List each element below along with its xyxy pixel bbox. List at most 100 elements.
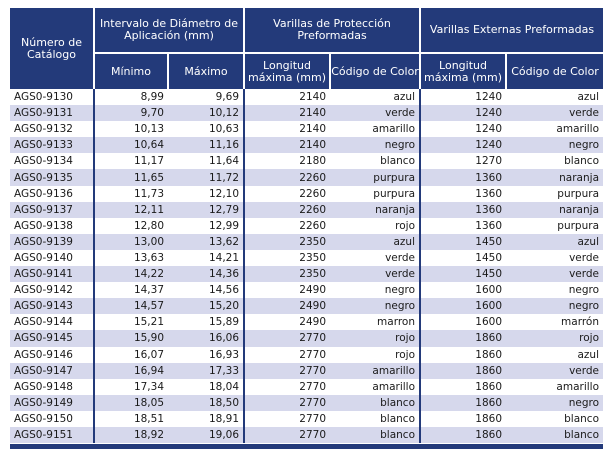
cell-maximum: 11,72	[168, 169, 246, 186]
cell-catalog: AGS0-9144	[10, 314, 95, 331]
table-row: AGS0-9134 11,17 11,64 2180 blanco 1270 blanco	[10, 153, 604, 170]
cell-external-length: 1860	[420, 346, 507, 363]
cell-protection-color: rojo	[330, 346, 422, 363]
cell-protection-length: 2490	[244, 314, 331, 331]
cell-protection-length: 2260	[244, 201, 331, 218]
header-protection-color: Código de Color	[330, 53, 422, 89]
cell-maximum: 9,69	[168, 89, 246, 106]
cell-minimum: 11,65	[94, 169, 168, 186]
table-row: AGS0-9137 12,11 12,79 2260 naranja 1360 naranj…	[10, 201, 604, 218]
cell-catalog: AGS0-9145	[10, 330, 95, 347]
cell-catalog: AGS0-9135	[10, 169, 95, 186]
cell-external-length: 1600	[420, 314, 507, 331]
cell-maximum: 15,20	[168, 298, 246, 315]
cell-external-length: 1450	[420, 233, 507, 250]
cell-minimum: 18,51	[94, 410, 168, 427]
table-row: AGS0-9145 15,90 16,06 2770 rojo 1860 rojo	[10, 330, 604, 347]
cell-external-color: azul	[506, 233, 604, 250]
header-catalog-number: Número de Catálogo	[10, 8, 95, 89]
cell-minimum: 12,80	[94, 217, 168, 234]
cell-external-length: 1860	[420, 410, 507, 427]
cell-external-color: naranja	[506, 201, 604, 218]
cell-external-length: 1860	[420, 426, 507, 444]
table-row: AGS0-9147 16,94 17,33 2770 amarillo 1860 verde	[10, 362, 604, 379]
table-row: AGS0-9141 14,22 14,36 2350 verde 1450 verde	[10, 266, 604, 283]
table-row: AGS0-9150 18,51 18,91 2770 blanco 1860 blanco	[10, 410, 604, 427]
cell-catalog: AGS0-9136	[10, 185, 95, 202]
cell-external-color: blanco	[506, 410, 604, 427]
table-row: AGS0-9136 11,73 12,10 2260 purpura 1360 purpur…	[10, 185, 604, 202]
cell-minimum: 11,17	[94, 153, 168, 170]
table-row: AGS0-9151 18,92 19,06 2770 blanco 1860 blanco	[10, 426, 604, 444]
cell-external-color: verde	[506, 362, 604, 379]
cell-protection-length: 2490	[244, 282, 331, 299]
cell-catalog: AGS0-9143	[10, 298, 95, 315]
cell-external-color: naranja	[506, 169, 604, 186]
header-diameter-interval: Intervalo de Diámetro de Aplicación (mm)	[94, 8, 246, 54]
cell-protection-color: purpura	[330, 185, 422, 202]
cell-protection-length: 2140	[244, 105, 331, 122]
cell-external-length: 1360	[420, 201, 507, 218]
cell-protection-color: verde	[330, 105, 422, 122]
cell-external-length: 1450	[420, 249, 507, 267]
cell-minimum: 13,00	[94, 233, 168, 250]
cell-catalog: AGS0-9131	[10, 105, 95, 122]
cell-maximum: 11,64	[168, 153, 246, 170]
table-row: AGS0-9139 13,00 13,62 2350 azul 1450 azul	[10, 233, 604, 250]
header-external-rods: Varillas Externas Preformadas	[420, 8, 604, 54]
cell-minimum: 18,92	[94, 426, 168, 444]
cell-minimum: 14,57	[94, 298, 168, 315]
cell-protection-color: blanco	[330, 153, 422, 170]
cell-protection-color: rojo	[330, 217, 422, 234]
cell-external-length: 1240	[420, 105, 507, 122]
cell-protection-length: 2180	[244, 153, 331, 170]
bottom-divider	[10, 444, 603, 449]
cell-maximum: 17,33	[168, 362, 246, 379]
header-external-color: Código de Color	[506, 53, 604, 89]
cell-protection-color: blanco	[330, 394, 422, 411]
cell-external-length: 1860	[420, 394, 507, 411]
cell-external-color: marrón	[506, 314, 604, 331]
cell-protection-color: marron	[330, 314, 422, 331]
cell-catalog: AGS0-9138	[10, 217, 95, 234]
cell-protection-length: 2350	[244, 249, 331, 267]
spec-table-container: Número de Catálogo Intervalo de Diámetro…	[10, 8, 604, 444]
cell-protection-color: azul	[330, 233, 422, 250]
cell-protection-length: 2260	[244, 217, 331, 234]
table-body: AGS0-9130 8,99 9,69 2140 azul 1240 azul AGS0-91…	[10, 89, 604, 444]
cell-protection-color: azul	[330, 89, 422, 106]
cell-minimum: 14,37	[94, 282, 168, 299]
cell-external-length: 1860	[420, 362, 507, 379]
cell-external-length: 1240	[420, 89, 507, 106]
cell-maximum: 13,62	[168, 233, 246, 250]
cell-maximum: 14,21	[168, 249, 246, 267]
header-minimum: Mínimo	[94, 53, 169, 89]
table-row: AGS0-9149 18,05 18,50 2770 blanco 1860 negro	[10, 394, 604, 411]
cell-catalog: AGS0-9141	[10, 266, 95, 283]
cell-catalog: AGS0-9139	[10, 233, 95, 250]
cell-protection-color: purpura	[330, 169, 422, 186]
cell-minimum: 15,21	[94, 314, 168, 331]
cell-external-length: 1240	[420, 121, 507, 138]
cell-external-length: 1360	[420, 169, 507, 186]
cell-maximum: 10,12	[168, 105, 246, 122]
cell-external-color: amarillo	[506, 121, 604, 138]
cell-external-length: 1270	[420, 153, 507, 170]
cell-protection-color: negro	[330, 282, 422, 299]
cell-protection-length: 2350	[244, 266, 331, 283]
cell-maximum: 12,79	[168, 201, 246, 218]
cell-protection-color: blanco	[330, 426, 422, 444]
cell-minimum: 17,34	[94, 378, 168, 395]
cell-minimum: 16,94	[94, 362, 168, 379]
cell-protection-length: 2350	[244, 233, 331, 250]
cell-catalog: AGS0-9130	[10, 89, 95, 106]
cell-catalog: AGS0-9142	[10, 282, 95, 299]
table-row: AGS0-9133 10,64 11,16 2140 negro 1240 negro	[10, 137, 604, 154]
table-row: AGS0-9148 17,34 18,04 2770 amarillo 1860 amari…	[10, 378, 604, 395]
cell-protection-color: verde	[330, 266, 422, 283]
cell-external-color: verde	[506, 266, 604, 283]
cell-external-color: negro	[506, 282, 604, 299]
spec-table: Número de Catálogo Intervalo de Diámetro…	[10, 8, 604, 444]
cell-external-length: 1450	[420, 266, 507, 283]
cell-protection-color: verde	[330, 249, 422, 267]
